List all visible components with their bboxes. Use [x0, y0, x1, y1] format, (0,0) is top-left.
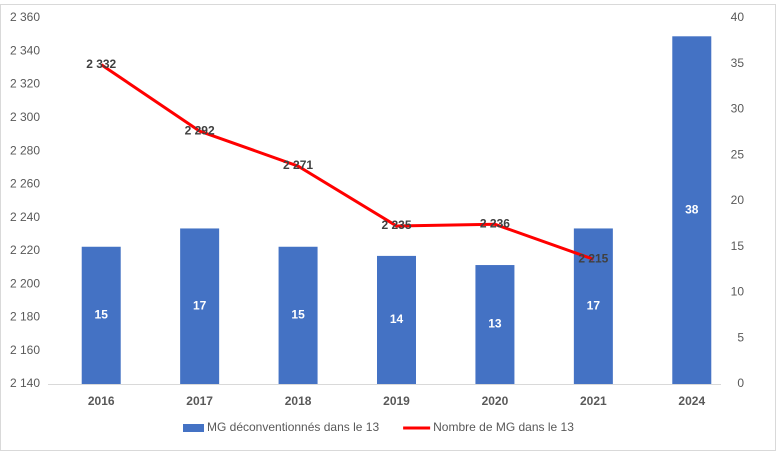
- bar: [377, 255, 416, 384]
- y-tick-label: 2 360: [10, 10, 40, 24]
- x-tick-label: 2020: [482, 394, 509, 408]
- y2-tick-label: 5: [737, 330, 744, 344]
- y2-tick-label: 30: [731, 102, 745, 116]
- line-value-label: 2 235: [381, 218, 411, 232]
- y-tick-label: 2 140: [10, 376, 40, 390]
- y-tick-label: 2 200: [10, 276, 40, 290]
- line: [100, 63, 594, 261]
- bar-value-label: 17: [587, 298, 601, 312]
- line-value-label: 2 292: [185, 123, 215, 137]
- bar: [475, 265, 515, 384]
- line-value-label: 2 215: [578, 251, 608, 265]
- y2-tick-label: 10: [731, 285, 745, 299]
- y-tick-label: 2 320: [10, 77, 40, 91]
- x-tick-label: 2021: [580, 394, 607, 408]
- y-tick-label: 2 180: [10, 310, 40, 324]
- y-tick-label: 2 160: [10, 343, 40, 357]
- y-tick-label: 2 340: [10, 43, 40, 57]
- bar-value-label: 17: [193, 298, 207, 312]
- y-tick-label: 2 240: [10, 210, 40, 224]
- y-tick-label: 2 300: [10, 110, 40, 124]
- bar-value-label: 38: [685, 202, 699, 216]
- y2-tick-label: 35: [731, 56, 745, 70]
- line-value-label: 2 332: [86, 57, 116, 71]
- x-tick-label: 2017: [186, 394, 213, 408]
- legend-label: Nombre de MG dans le 13: [433, 420, 574, 434]
- x-tick-label: 2019: [383, 394, 410, 408]
- y-tick-label: 2 220: [10, 243, 40, 257]
- y2-tick-label: 20: [731, 193, 745, 207]
- bar-value-label: 15: [95, 308, 109, 322]
- legend-label: MG déconventionnés dans le 13: [207, 420, 379, 434]
- bar: [672, 36, 712, 385]
- y-tick-label: 2 280: [10, 143, 40, 157]
- y2-tick-label: 0: [737, 376, 744, 390]
- line-value-label: 2 236: [480, 216, 510, 230]
- x-tick-label: 2024: [678, 394, 705, 408]
- bar-value-label: 15: [291, 308, 305, 322]
- bar-value-label: 14: [390, 312, 404, 326]
- y2-tick-label: 25: [731, 147, 745, 161]
- y2-tick-label: 15: [731, 239, 745, 253]
- line-value-label: 2 271: [283, 158, 313, 172]
- x-tick-label: 2016: [88, 394, 115, 408]
- x-tick-label: 2018: [285, 394, 312, 408]
- bar: [81, 246, 121, 384]
- bar-value-label: 13: [488, 317, 502, 331]
- bar: [180, 228, 220, 384]
- legend-swatch: [183, 424, 204, 432]
- bar: [278, 246, 318, 384]
- y-tick-label: 2 260: [10, 177, 40, 191]
- y2-tick-label: 40: [731, 10, 745, 24]
